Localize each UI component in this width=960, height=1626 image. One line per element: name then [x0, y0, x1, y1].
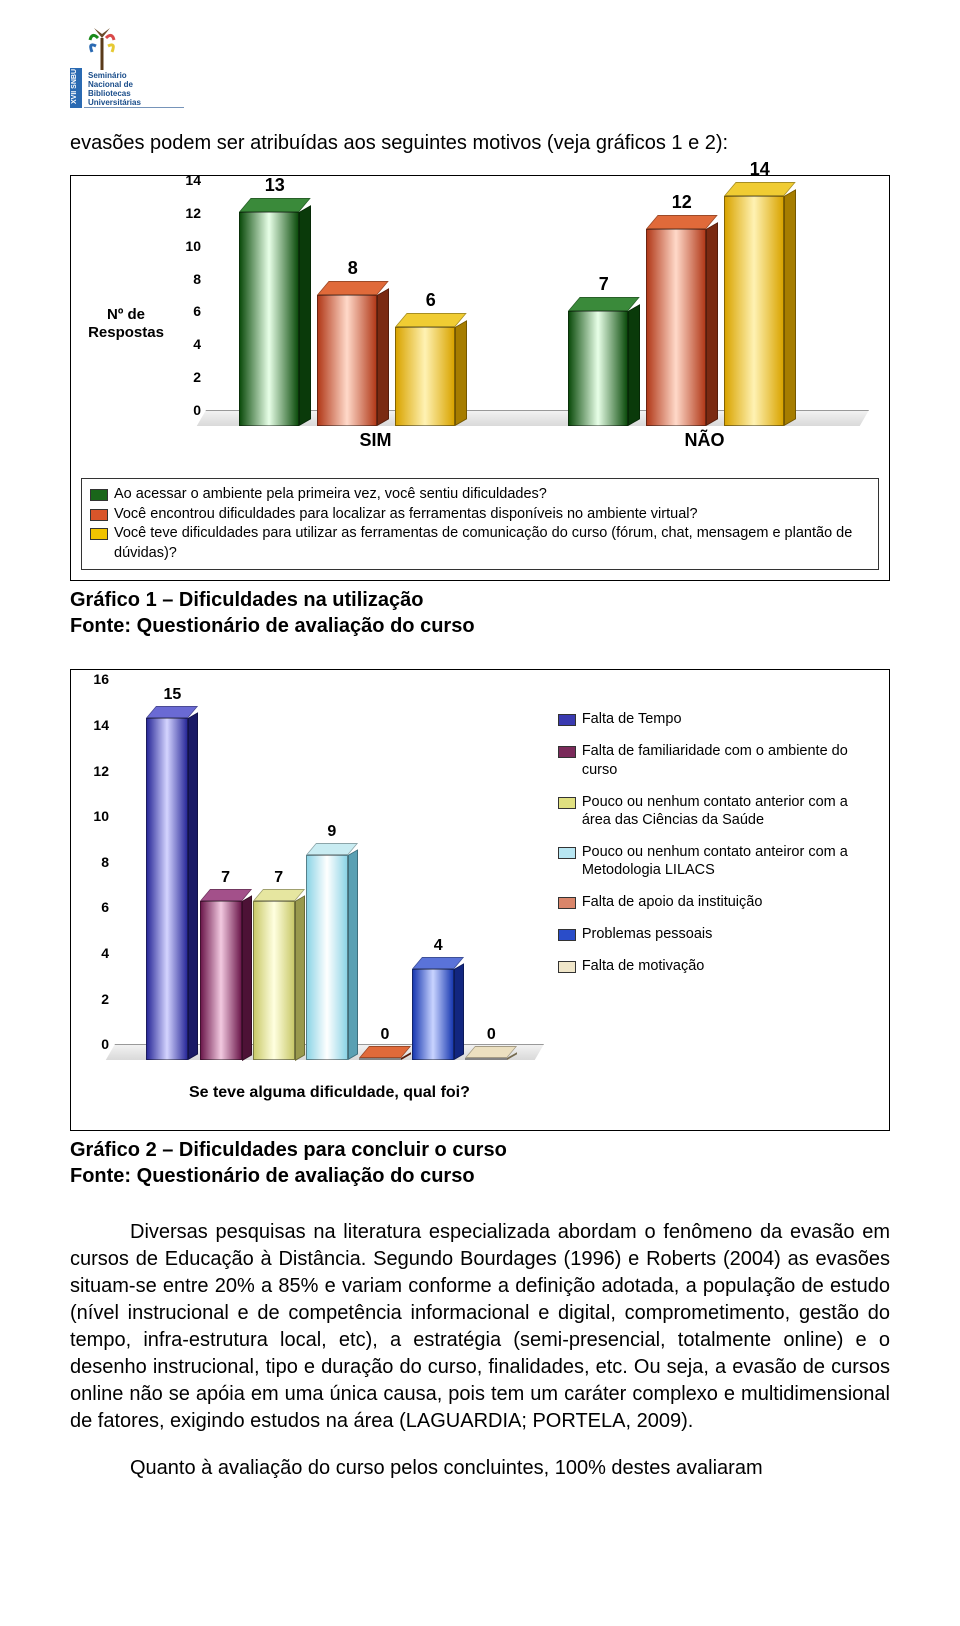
- chart1-ytick: 0: [171, 402, 201, 418]
- svg-text:Seminário: Seminário: [88, 71, 127, 80]
- chart2-legend-item: Falta de Tempo: [558, 710, 875, 728]
- chart1-ytick: 4: [171, 336, 201, 352]
- legend-label: Falta de familiaridade com o ambiente do…: [582, 742, 875, 778]
- chart2-bar: 0: [359, 1058, 401, 1060]
- chart1-bar: 6: [395, 327, 455, 426]
- seminar-logo-icon: XVII SNBU Seminário Nacional de Bibliote…: [70, 20, 190, 110]
- chart2-x-axis-label: Se teve alguma dificuldade, qual foi?: [115, 1066, 544, 1120]
- chart2-ytick: 16: [81, 671, 109, 687]
- legend-swatch-icon: [558, 897, 576, 909]
- body-paragraph-2: Quanto à avaliação do curso pelos conclu…: [70, 1455, 890, 1482]
- legend-swatch-icon: [90, 528, 108, 540]
- chart1-bar: 13: [239, 212, 299, 426]
- svg-text:Bibliotecas: Bibliotecas: [88, 89, 131, 98]
- legend-label: Pouco ou nenhum contato anteiror com a M…: [582, 843, 875, 879]
- legend-label: Falta de motivação: [582, 957, 705, 975]
- chart1-legend-item: Você teve dificuldades para utilizar as …: [90, 524, 870, 563]
- chart2-ytick: 8: [81, 854, 109, 870]
- chart1-ytick: 12: [171, 205, 201, 221]
- chart2-bar: 15: [146, 718, 188, 1060]
- chart2-ytick: 0: [81, 1036, 109, 1052]
- chart1-y-axis-label: Nº deRespostas: [81, 186, 171, 342]
- legend-label: Problemas pessoais: [582, 925, 713, 943]
- chart2-ytick: 12: [81, 763, 109, 779]
- chart2-caption-line1: Gráfico 2 – Dificuldades para concluir o…: [70, 1139, 507, 1161]
- chart2-y-axis: 0246810121416: [81, 690, 109, 1060]
- chart2-ytick: 6: [81, 899, 109, 915]
- chart1-caption-line2: Fonte: Questionário de avaliação do curs…: [70, 615, 475, 637]
- legend-swatch-icon: [90, 509, 108, 521]
- chart2-bar: 0: [465, 1058, 507, 1060]
- chart2-bars: 15779040: [121, 695, 544, 1060]
- body-paragraph-1: Diversas pesquisas na literatura especia…: [70, 1219, 890, 1435]
- chart2-legend-item: Problemas pessoais: [558, 925, 875, 943]
- legend-swatch-icon: [558, 929, 576, 941]
- legend-swatch-icon: [558, 797, 576, 809]
- svg-text:Universitárias: Universitárias: [88, 98, 141, 107]
- chart1-y-axis: 02468101214: [171, 186, 201, 426]
- chart1-bar: 12: [646, 229, 706, 426]
- chart1-ytick: 10: [171, 238, 201, 254]
- legend-swatch-icon: [558, 847, 576, 859]
- chart2-caption: Gráfico 2 – Dificuldades para concluir o…: [70, 1137, 890, 1189]
- chart1-ytick: 8: [171, 271, 201, 287]
- chart2-ytick: 10: [81, 808, 109, 824]
- chart-2: 0246810121416 15779040 Se teve alguma di…: [70, 669, 890, 1131]
- chart1-caption: Gráfico 1 – Dificuldades na utilização F…: [70, 587, 890, 639]
- chart1-caption-line1: Gráfico 1 – Dificuldades na utilização: [70, 589, 423, 611]
- chart1-category-label: SIM: [211, 430, 540, 466]
- chart2-ytick: 4: [81, 945, 109, 961]
- legend-label: Você teve dificuldades para utilizar as …: [114, 524, 870, 563]
- chart2-bar: 9: [306, 855, 348, 1060]
- chart2-bar: 4: [412, 969, 454, 1060]
- legend-label: Falta de apoio da instituição: [582, 893, 763, 911]
- chart2-bar: 7: [253, 901, 295, 1061]
- legend-label: Pouco ou nenhum contato anterior com a á…: [582, 793, 875, 829]
- chart1-legend-item: Ao acessar o ambiente pela primeira vez,…: [90, 485, 870, 505]
- chart2-caption-line2: Fonte: Questionário de avaliação do curs…: [70, 1165, 475, 1187]
- chart2-ytick: 2: [81, 991, 109, 1007]
- svg-text:XVII SNBU: XVII SNBU: [71, 69, 78, 104]
- chart1-legend-item: Você encontrou dificuldades para localiz…: [90, 505, 870, 525]
- chart1-category-labels: SIMNÃO: [211, 430, 869, 466]
- legend-swatch-icon: [558, 746, 576, 758]
- legend-swatch-icon: [90, 489, 108, 501]
- chart1-legend: Ao acessar o ambiente pela primeira vez,…: [81, 478, 879, 570]
- chart1-category-label: NÃO: [540, 430, 869, 466]
- legend-label: Você encontrou dificuldades para localiz…: [114, 505, 698, 525]
- chart2-bar: 7: [200, 901, 242, 1061]
- chart-1: Nº deRespostas 02468101214 138671214 SIM…: [70, 175, 890, 581]
- chart2-ytick: 14: [81, 717, 109, 733]
- legend-swatch-icon: [558, 961, 576, 973]
- svg-text:Nacional de: Nacional de: [88, 80, 133, 89]
- chart2-legend-item: Pouco ou nenhum contato anterior com a á…: [558, 793, 875, 829]
- chart2-legend-item: Falta de apoio da instituição: [558, 893, 875, 911]
- chart2-legend: Falta de Tempo Falta de familiaridade com…: [554, 680, 879, 1120]
- chart2-legend-item: Falta de familiaridade com o ambiente do…: [558, 742, 875, 778]
- chart2-legend-item: Falta de motivação: [558, 957, 875, 975]
- legend-label: Falta de Tempo: [582, 710, 682, 728]
- chart1-bar: 7: [568, 311, 628, 426]
- chart1-bar: 14: [724, 196, 784, 426]
- legend-label: Ao acessar o ambiente pela primeira vez,…: [114, 485, 547, 505]
- header-logo: XVII SNBU Seminário Nacional de Bibliote…: [70, 20, 890, 110]
- chart1-ytick: 6: [171, 303, 201, 319]
- chart2-legend-item: Pouco ou nenhum contato anteiror com a M…: [558, 843, 875, 879]
- chart1-ytick: 2: [171, 369, 201, 385]
- chart1-bars: 1386 71214: [211, 196, 869, 426]
- intro-paragraph: evasões podem ser atribuídas aos seguint…: [70, 130, 890, 157]
- chart1-bar: 8: [317, 295, 377, 426]
- legend-swatch-icon: [558, 714, 576, 726]
- chart1-ytick: 14: [171, 172, 201, 188]
